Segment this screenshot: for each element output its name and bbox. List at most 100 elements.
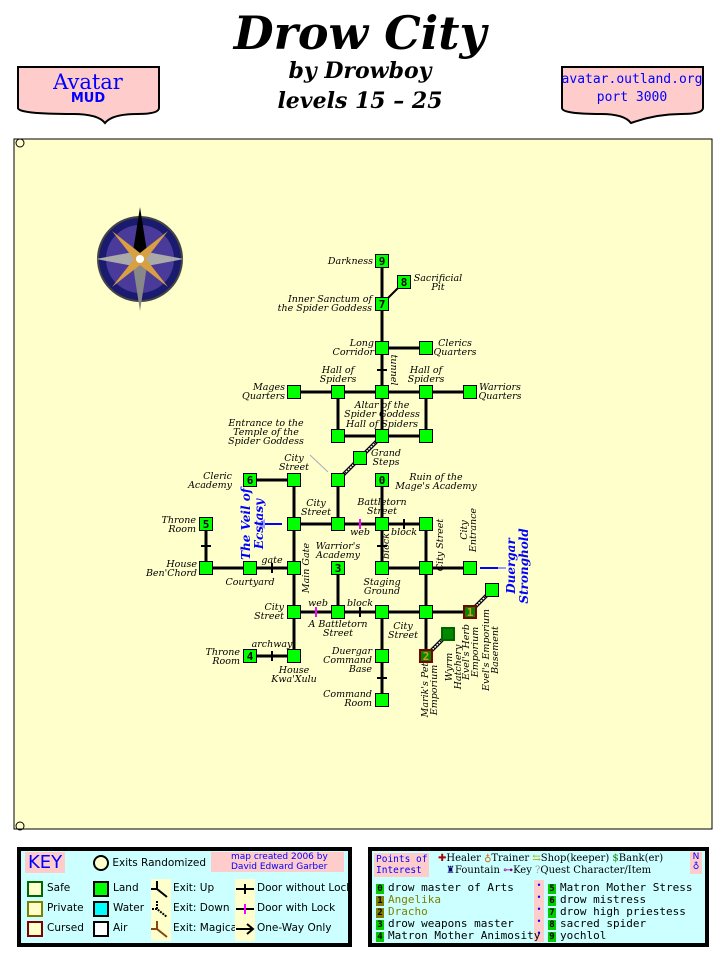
room-city-street-c[interactable] xyxy=(331,517,345,531)
water-swatch xyxy=(93,901,109,917)
room-command-room[interactable] xyxy=(375,693,389,707)
air-swatch xyxy=(93,921,109,937)
label-line: Hall of xyxy=(409,365,444,376)
room-hall-sw[interactable] xyxy=(331,429,345,443)
cursed-swatch xyxy=(27,921,43,937)
poi-item: 1 Angelika xyxy=(376,893,441,906)
poi-title-1: Points of xyxy=(376,854,428,865)
label-line: the Spider Goddess xyxy=(278,303,372,314)
label-line: City Street xyxy=(435,519,446,572)
room-wyrm-hatchery[interactable] xyxy=(441,627,455,641)
room-cleric-academy[interactable]: 6 xyxy=(243,473,257,487)
poi-number: 8 xyxy=(548,920,556,930)
avatar-mud-badge[interactable]: Avatar MUD xyxy=(17,66,160,125)
poi-item: 8 sacred spider xyxy=(548,917,646,930)
room-ruin[interactable]: 0 xyxy=(375,473,389,487)
label-line: Cleric xyxy=(203,471,233,482)
exit-down-icon xyxy=(151,901,168,918)
badge-shape-icon xyxy=(17,66,160,125)
arrow-west-icon xyxy=(257,519,265,529)
poi-name: Angelika xyxy=(388,893,441,906)
room-warriors-academy[interactable]: 3 xyxy=(331,561,345,575)
label-duergar-command-base: Duergar Command Base xyxy=(323,646,373,675)
room-darkness[interactable]: 9 xyxy=(375,254,389,268)
room-city-street-sw[interactable] xyxy=(287,605,301,619)
room-house-kwaxulu[interactable] xyxy=(287,649,301,663)
poi-item: 7 drow high priestess xyxy=(548,905,686,918)
bank-label: Bank(er) xyxy=(618,853,664,864)
door-no-lock-label: Door without Lock xyxy=(257,882,353,894)
one-way-arrow-icon xyxy=(236,923,255,935)
room-clerics-quarters[interactable] xyxy=(419,341,433,355)
room-duergar-command-base[interactable] xyxy=(375,649,389,663)
label-house-benchord: House Ben'Chord xyxy=(145,559,197,579)
room-altar[interactable] xyxy=(375,385,389,399)
room-courtyard[interactable] xyxy=(243,561,257,575)
safe-swatch xyxy=(27,881,43,897)
label-line: Evel's Emporium xyxy=(481,609,492,692)
room-hall-of-spiders-left[interactable] xyxy=(331,385,345,399)
label-line: Quarters xyxy=(479,391,522,402)
label-grand-steps: Grand Steps xyxy=(371,448,401,468)
room-hall-of-spiders-center[interactable] xyxy=(375,429,389,443)
room-long-corridor[interactable] xyxy=(375,341,389,355)
door-icons xyxy=(235,879,255,941)
label-line: House xyxy=(278,665,310,676)
room-throne-room-5[interactable]: 5 xyxy=(199,517,213,531)
room-warriors-quarters[interactable] xyxy=(463,385,477,399)
room-battletorn-street[interactable] xyxy=(375,517,389,531)
room-hall-se[interactable] xyxy=(419,429,433,443)
poi-name: sacred spider xyxy=(560,917,647,930)
label-line: Quarters xyxy=(434,347,477,358)
label-throne-room-5: Throne Room xyxy=(162,515,197,535)
room-street-s1[interactable] xyxy=(375,605,389,619)
room-city-street-n[interactable] xyxy=(287,473,301,487)
label-line: Spiders xyxy=(320,374,357,385)
label-inner-sanctum: Inner Sanctum of the Spider Goddess xyxy=(278,294,374,314)
room-a-battletorn-street[interactable] xyxy=(331,605,345,619)
poi-number: 1 xyxy=(376,896,384,906)
room-mages-quarters[interactable] xyxy=(287,385,301,399)
room-house-benchord[interactable] xyxy=(199,561,213,575)
badge-shape-icon xyxy=(561,66,704,125)
room-main-gate[interactable] xyxy=(287,561,301,575)
poi-title: Points of Interest xyxy=(374,853,430,877)
label-line: Command xyxy=(323,655,372,666)
compass-icon: N ♁ xyxy=(690,852,702,874)
room-number: 0 xyxy=(379,474,386,487)
label-line: Altar of the xyxy=(354,400,410,411)
label-line: City xyxy=(393,621,413,632)
poi-name: drow high priestess xyxy=(560,905,686,918)
room-city-street-east[interactable] xyxy=(419,561,433,575)
key-label: Key xyxy=(513,865,532,876)
label-line: block xyxy=(391,527,417,538)
room-hall-of-spiders-right[interactable] xyxy=(419,385,433,399)
door-lock-label: Door with Lock xyxy=(257,902,336,914)
label-city-street-s: City Street xyxy=(388,621,418,641)
room-city-entrance[interactable] xyxy=(463,561,477,575)
room-throne-room-4[interactable]: 4 xyxy=(243,649,257,663)
label-line: Long xyxy=(349,338,374,349)
label-line: City xyxy=(459,520,470,540)
label-clerics-quarters: Clerics Quarters xyxy=(434,338,477,358)
label-line: House xyxy=(165,559,197,570)
label-line: Room xyxy=(211,656,240,667)
label-line: Pit xyxy=(430,282,444,293)
room-city-street-e[interactable] xyxy=(419,517,433,531)
room-temple-entrance[interactable] xyxy=(331,473,345,487)
label-line: Mage's Academy xyxy=(394,481,477,492)
room-evels-herb[interactable]: 1 xyxy=(463,605,477,619)
room-inner-sanctum[interactable]: 7 xyxy=(375,297,389,311)
room-street-s2[interactable] xyxy=(419,605,433,619)
room-city-street-w[interactable] xyxy=(287,517,301,531)
room-evels-basement[interactable] xyxy=(485,583,499,597)
credit: map created 2006 by David Edward Garber xyxy=(211,852,344,872)
room-sacrificial-pit[interactable]: 8 xyxy=(397,275,411,289)
server-badge[interactable]: avatar.outland.org port 3000 xyxy=(561,66,704,125)
room-mariks-pet[interactable]: 2 xyxy=(419,649,433,663)
poi-name: drow weapons master xyxy=(388,917,514,930)
room-grand-steps[interactable] xyxy=(353,451,367,465)
room-staging-ground[interactable] xyxy=(375,561,389,575)
poi-item: 6 drow mistress xyxy=(548,893,646,906)
fountain-label: Fountain xyxy=(454,865,500,876)
